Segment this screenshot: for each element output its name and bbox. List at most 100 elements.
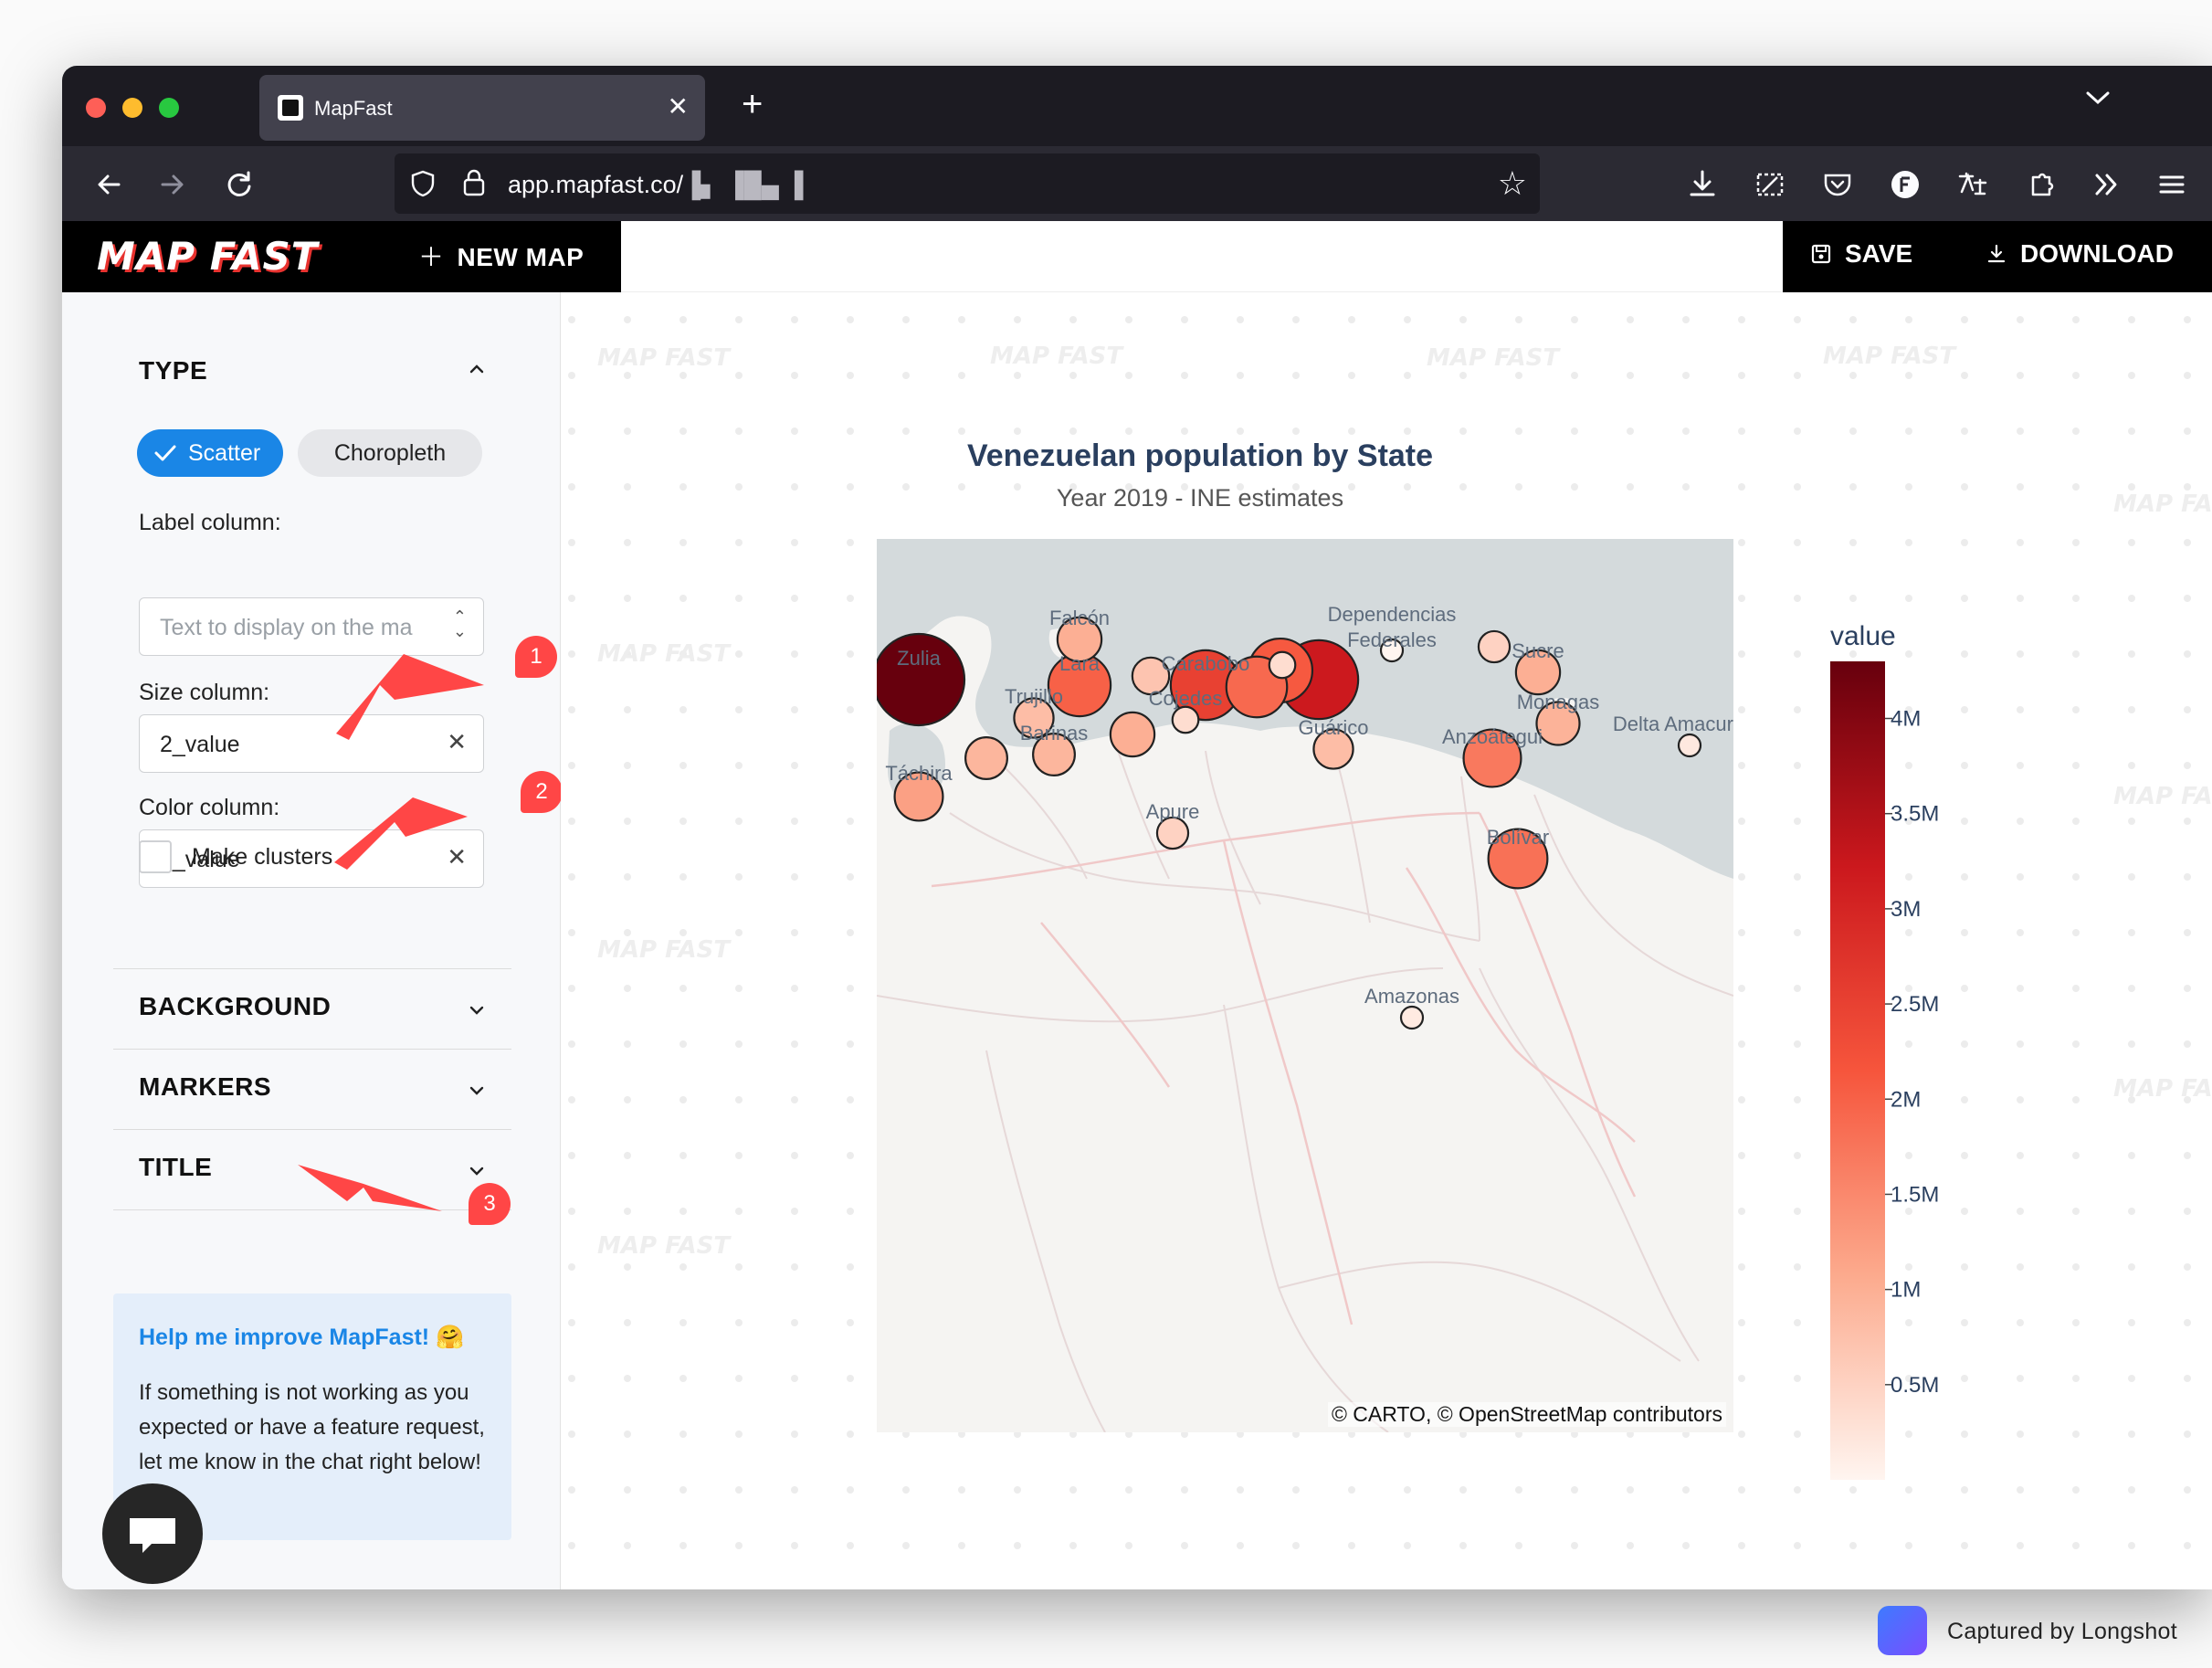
zoom-window-button[interactable]: [159, 98, 179, 118]
scatter-chip-label: Scatter: [188, 440, 261, 466]
brand-block: MAP FAST ＋ NEW MAP: [62, 221, 621, 292]
marker-label: Guárico: [1298, 716, 1368, 739]
colorbar-tick-label: 3.5M: [1891, 802, 1939, 827]
marker-vargas[interactable]: [1268, 650, 1297, 680]
forward-icon[interactable]: [152, 164, 192, 205]
plot-title: Venezuelan population by State: [966, 438, 1434, 473]
overflow-chevrons-icon[interactable]: [2086, 164, 2126, 205]
chevron-down-icon[interactable]: [460, 1074, 493, 1107]
close-tab-icon[interactable]: ✕: [667, 92, 689, 121]
hamburger-menu-icon[interactable]: [2152, 164, 2192, 205]
marker-yaracuy[interactable]: [1131, 656, 1171, 696]
marker-bol-var[interactable]: [1487, 828, 1549, 890]
marker-cojedes[interactable]: [1171, 705, 1200, 734]
marker-label: Cojedes: [1149, 687, 1223, 710]
type-section-title[interactable]: TYPE: [139, 356, 208, 385]
colorbar-tick-label: 1.5M: [1891, 1182, 1939, 1207]
chat-button[interactable]: [102, 1483, 203, 1584]
marker-monagas[interactable]: [1535, 701, 1581, 746]
scatter-map[interactable]: Zulia Falcón Lara Carabobo Dependencias Feder…: [877, 539, 1733, 1432]
title-section-title[interactable]: TITLE: [139, 1153, 213, 1181]
marker-t-chira[interactable]: [893, 771, 944, 822]
colorbar-tick-label: 3M: [1891, 897, 1921, 922]
translate-icon[interactable]: [1953, 164, 1993, 205]
marker-label: Sucre: [1512, 639, 1564, 662]
reload-icon[interactable]: [219, 164, 259, 205]
save-icon: [1811, 244, 1831, 264]
url-bar[interactable]: app.mapfast.co/▐▖ ▐█▄ ▐ ☆: [395, 153, 1540, 214]
settings-sidebar: TYPE Scatter Choropleth Label column: Te…: [62, 292, 563, 1589]
pocket-icon[interactable]: [1817, 164, 1858, 205]
marker-portuguesa[interactable]: [1109, 711, 1156, 758]
scatter-markers[interactable]: [877, 616, 1702, 1030]
marker-anzo-tegui[interactable]: [1462, 728, 1522, 788]
chevron-down-icon[interactable]: [460, 994, 493, 1027]
size-column-select[interactable]: 2_value ✕: [139, 714, 484, 773]
save-label: SAVE: [1845, 239, 1913, 268]
colorbar-tick-label: 1M: [1891, 1278, 1921, 1303]
download-label: DOWNLOAD: [2020, 239, 2174, 268]
roads: [931, 811, 1637, 1325]
marker-dependencias-federales[interactable]: [1379, 638, 1405, 663]
marker-delta-amacuro[interactable]: [1677, 733, 1702, 758]
label-column-label: Label column:: [139, 510, 281, 535]
tab-list-chevron-icon[interactable]: [2084, 84, 2112, 111]
marker-label: Carabobo: [1162, 652, 1250, 675]
extensions-icon[interactable]: [2022, 164, 2062, 205]
new-tab-icon[interactable]: +: [742, 84, 764, 124]
new-map-button[interactable]: ＋ NEW MAP: [418, 238, 584, 274]
size-column-value: 2_value: [160, 732, 240, 757]
save-button[interactable]: SAVE: [1810, 239, 1912, 269]
marker-label: Delta Amacuro: [1613, 713, 1733, 735]
chevron-down-icon[interactable]: [460, 1155, 493, 1188]
download-button[interactable]: DOWNLOAD: [1986, 239, 2174, 269]
marker-label: Táchira: [885, 762, 953, 785]
bookmark-star-icon[interactable]: ☆: [1497, 164, 1527, 202]
marker-barinas[interactable]: [1032, 733, 1076, 776]
shield-icon[interactable]: [411, 170, 435, 197]
browser-tab[interactable]: MapFast ✕: [259, 75, 705, 141]
lock-icon[interactable]: [462, 168, 486, 197]
mapfast-favicon-icon: [278, 95, 303, 121]
color-column-select[interactable]: 2_value ✕: [139, 829, 484, 888]
close-window-button[interactable]: [86, 98, 106, 118]
chevron-up-icon[interactable]: [460, 353, 493, 385]
watermark-text: MAP FAST: [2113, 491, 2212, 518]
background-section-title[interactable]: BACKGROUND: [139, 992, 332, 1020]
colorbar-tick-label: 4M: [1891, 707, 1921, 732]
colorbar-tick-label: 2.5M: [1891, 992, 1939, 1017]
clear-color-icon[interactable]: ✕: [447, 843, 467, 871]
url-text: app.mapfast.co/▐▖ ▐█▄ ▐: [508, 171, 804, 198]
clear-size-icon[interactable]: ✕: [447, 728, 467, 755]
marker-gu-rico[interactable]: [1312, 728, 1354, 770]
marker-nueva-esparta[interactable]: [1477, 629, 1512, 664]
annotation-badge: 3: [469, 1183, 511, 1225]
divider: [113, 968, 511, 969]
annotation-arrow-3: [298, 1165, 442, 1211]
back-icon[interactable]: [90, 164, 130, 205]
marker-falc-n[interactable]: [1056, 616, 1103, 663]
map-attribution[interactable]: © CARTO, © OpenStreetMap contributors: [1327, 1402, 1726, 1427]
label-column-placeholder: Text to display on the ma: [160, 615, 413, 640]
marker-m-rida[interactable]: [964, 736, 1008, 780]
marker-labels: Zulia Falcón Lara Carabobo Dependencias Feder…: [885, 603, 1733, 1008]
marker-sucre[interactable]: [1514, 649, 1562, 696]
downloads-icon[interactable]: [1682, 164, 1722, 205]
marker-apure[interactable]: [1155, 816, 1190, 850]
make-clusters-checkbox[interactable]: [139, 840, 172, 873]
longshot-watermark: Captured by Longshot: [1878, 1604, 2207, 1657]
account-icon[interactable]: [1885, 164, 1925, 205]
choropleth-chip[interactable]: Choropleth: [298, 429, 482, 477]
state-boundaries: [877, 739, 1733, 1432]
scatter-chip[interactable]: Scatter: [137, 429, 283, 477]
markers-section-title[interactable]: MARKERS: [139, 1072, 272, 1101]
map-svg[interactable]: Zulia Falcón Lara Carabobo Dependencias Feder…: [877, 539, 1733, 1432]
label-column-select[interactable]: Text to display on the ma ⌃ ⌄: [139, 597, 484, 656]
marker-amazonas[interactable]: [1399, 1005, 1425, 1030]
select-arrows-icon: ⌃ ⌄: [452, 607, 467, 640]
marker-trujillo[interactable]: [1013, 697, 1055, 739]
marker-zulia[interactable]: [877, 632, 966, 727]
minimize-window-button[interactable]: [122, 98, 142, 118]
mapfast-logo[interactable]: MAP FAST: [97, 234, 319, 279]
screenshot-icon[interactable]: [1750, 164, 1790, 205]
